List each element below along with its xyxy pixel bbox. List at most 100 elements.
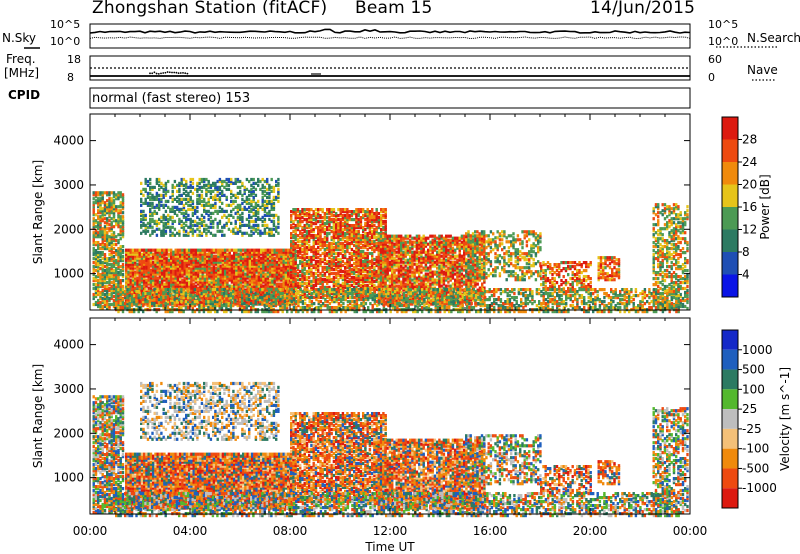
- heatmap-cell: [280, 283, 282, 286]
- heatmap-cell: [108, 293, 110, 296]
- heatmap-cell: [262, 285, 264, 288]
- heatmap-cell: [340, 258, 342, 261]
- heatmap-cell: [292, 220, 294, 223]
- heatmap-cell: [250, 184, 252, 187]
- heatmap-cell: [226, 204, 228, 207]
- heatmap-cell: [188, 267, 190, 270]
- heatmap-cell: [253, 220, 255, 223]
- heatmap-cell: [93, 197, 95, 200]
- heatmap-cell: [253, 186, 255, 189]
- heatmap-cell: [151, 202, 153, 205]
- heatmap-cell: [385, 208, 387, 211]
- heatmap-cell: [151, 186, 153, 189]
- heatmap-cell: [364, 222, 366, 225]
- heatmap-cell: [299, 270, 301, 273]
- heatmap-cell: [197, 281, 199, 284]
- heatmap-cell: [97, 251, 99, 254]
- heatmap-cell: [268, 218, 270, 221]
- heatmap-cell: [241, 182, 243, 185]
- heatmap-cell: [145, 249, 147, 252]
- heatmap-cell: [199, 182, 201, 185]
- heatmap-cell: [181, 224, 183, 227]
- heatmap-cell: [301, 232, 303, 235]
- heatmap-cell: [160, 220, 162, 223]
- heatmap-cell: [188, 281, 190, 284]
- heatmap-cell: [333, 276, 335, 279]
- heatmap-cell: [228, 178, 230, 181]
- heatmap-cell: [169, 208, 171, 211]
- nave-dip-point: [176, 72, 178, 74]
- heatmap-cell: [208, 198, 210, 201]
- heatmap-cell: [258, 249, 260, 252]
- heatmap-cell: [223, 186, 225, 189]
- heatmap-cell: [328, 260, 330, 263]
- heatmap-cell: [262, 184, 264, 187]
- heatmap-cell: [193, 283, 195, 286]
- heatmap-cell: [93, 231, 95, 234]
- heatmap-cell: [299, 274, 301, 277]
- heatmap-cell: [322, 274, 324, 277]
- heatmap-cell: [247, 249, 249, 252]
- heatmap-cell: [271, 186, 273, 189]
- heatmap-cell: [140, 198, 142, 201]
- heatmap-cell: [342, 214, 344, 217]
- heatmap-cell: [324, 262, 326, 265]
- heatmap-cell: [324, 212, 326, 215]
- heatmap-cell: [190, 249, 192, 252]
- heatmap-cell: [295, 242, 297, 245]
- heatmap-cell: [176, 184, 178, 187]
- heatmap-cell: [385, 220, 387, 223]
- heatmap-cell: [108, 219, 110, 222]
- heatmap-cell: [342, 242, 344, 245]
- nave-dip-point: [313, 73, 315, 75]
- heatmap-cell: [362, 274, 364, 277]
- heatmap-cell: [122, 211, 124, 214]
- heatmap-cell: [310, 256, 312, 259]
- heatmap-cell: [244, 232, 246, 235]
- heatmap-cell: [231, 255, 233, 258]
- heatmap-cell: [333, 218, 335, 221]
- heatmap-cell: [326, 266, 328, 269]
- heatmap-cell: [97, 209, 99, 212]
- heatmap-cell: [342, 222, 344, 225]
- heatmap-cell: [196, 194, 198, 197]
- heatmap-cell: [313, 222, 315, 225]
- heatmap-cell: [360, 250, 362, 253]
- heatmap-cell: [108, 247, 110, 250]
- heatmap-cell: [264, 204, 266, 207]
- heatmap-cell: [102, 257, 104, 260]
- heatmap-cell: [212, 220, 214, 223]
- heatmap-cell: [373, 262, 375, 265]
- heatmap-cell: [176, 190, 178, 193]
- heatmap-cell: [167, 190, 169, 193]
- nave-dip-point: [173, 72, 175, 74]
- heatmap-cell: [326, 252, 328, 255]
- heatmap-cell: [367, 284, 369, 287]
- heatmap-cell: [376, 208, 378, 211]
- heatmap-cell: [315, 208, 317, 211]
- heatmap-cell: [113, 191, 115, 194]
- heatmap-cell: [297, 238, 299, 241]
- heatmap-cell: [253, 232, 255, 235]
- heatmap-cell: [196, 198, 198, 201]
- heatmap-cell: [102, 305, 104, 308]
- heatmap-cell: [152, 261, 154, 264]
- heatmap-cell: [373, 258, 375, 261]
- heatmap-cell: [239, 214, 241, 217]
- heatmap-cell: [106, 199, 108, 202]
- heatmap-cell: [208, 281, 210, 284]
- heatmap-cell: [226, 249, 228, 252]
- heatmap-cell: [237, 178, 239, 181]
- heatmap-cell: [340, 284, 342, 287]
- heatmap-cell: [172, 184, 174, 187]
- heatmap-cell: [113, 295, 115, 298]
- heatmap-cell: [226, 182, 228, 185]
- heatmap-cell: [184, 249, 186, 252]
- heatmap-cell: [104, 201, 106, 204]
- heatmap-cell: [262, 196, 264, 199]
- heatmap-cell: [134, 249, 136, 252]
- heatmap-cell: [346, 236, 348, 239]
- heatmap-cell: [373, 224, 375, 227]
- heatmap-cell: [140, 218, 142, 221]
- heatmap-cell: [276, 261, 278, 264]
